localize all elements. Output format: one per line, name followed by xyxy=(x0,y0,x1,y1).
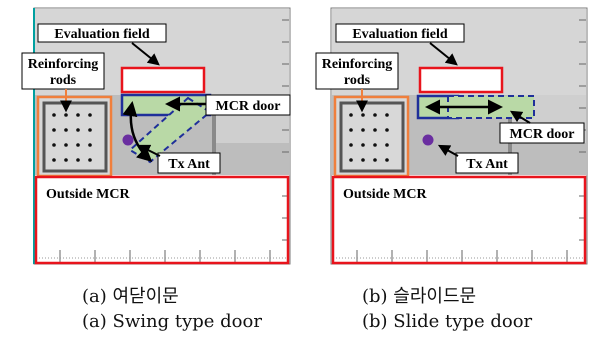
panel-a-outside-mcr-box xyxy=(34,175,290,265)
panel-a-evaluation-field-box xyxy=(120,66,206,94)
panel-b-outside-label: Outside MCR xyxy=(343,187,428,202)
panel-b-tx-antenna xyxy=(422,134,434,146)
panel-b-rods-label-line2: rods xyxy=(344,73,371,88)
panel-b-evaluation-field-box xyxy=(418,66,504,94)
panel-b-rods-label-line1: Reinforcing xyxy=(322,57,393,72)
panel-b-reinforcing-rods-box xyxy=(333,95,410,178)
panel-b-eval-label-box xyxy=(335,23,465,43)
panel-b-outside-mcr-box xyxy=(331,175,587,265)
panel-a-rods-inner-frame xyxy=(42,101,108,173)
panel-a-swing-arc xyxy=(122,101,153,163)
panel-a-rods-label-box xyxy=(21,52,105,90)
panel-a-rod-dots xyxy=(52,113,92,162)
panel-a-tx-label-box xyxy=(157,152,221,174)
panel-b-rod-dots xyxy=(349,113,389,162)
panel-a: Evaluation field Reinforcing rods MCR do… xyxy=(21,7,291,265)
panel-a-eval-label-box xyxy=(37,23,167,43)
panel-b-rods-label-box xyxy=(315,52,399,90)
panel-a-eval-label: Evaluation field xyxy=(54,27,150,42)
panel-a-rods-label-line1: Reinforcing xyxy=(28,57,99,72)
caption-b-korean: (b) 슬라이드문 xyxy=(362,286,477,307)
panel-b-door-label-box xyxy=(499,122,585,144)
panel-a-tx-label: Tx Ant xyxy=(168,157,210,172)
caption-b-english: (b) Slide type door xyxy=(362,311,533,332)
caption-a-korean: (a) 여닫이문 xyxy=(82,286,179,307)
panel-b-door-label: MCR door xyxy=(510,127,575,142)
panel-a-outside-label: Outside MCR xyxy=(46,187,131,202)
panel-b: Evaluation field Reinforcing rods MCR do… xyxy=(315,7,588,265)
panel-b-bottom-ruler xyxy=(333,250,585,262)
panel-b-eval-label: Evaluation field xyxy=(352,27,448,42)
panel-a-door-label: MCR door xyxy=(216,99,281,114)
panel-a-rods-label-line2: rods xyxy=(50,73,77,88)
caption-a-english: (a) Swing type door xyxy=(82,311,262,332)
panel-a-tx-antenna xyxy=(122,134,134,146)
panel-a-bottom-ruler xyxy=(36,250,288,262)
panel-b-tx-label-box xyxy=(455,152,519,174)
panel-b-rods-inner-frame xyxy=(339,101,405,173)
figure: Evaluation field Reinforcing rods MCR do… xyxy=(21,7,588,265)
panel-a-room-dark-wall xyxy=(212,95,216,175)
panel-a-reinforcing-rods-box xyxy=(36,95,113,178)
panel-b-tx-label: Tx Ant xyxy=(466,157,508,172)
